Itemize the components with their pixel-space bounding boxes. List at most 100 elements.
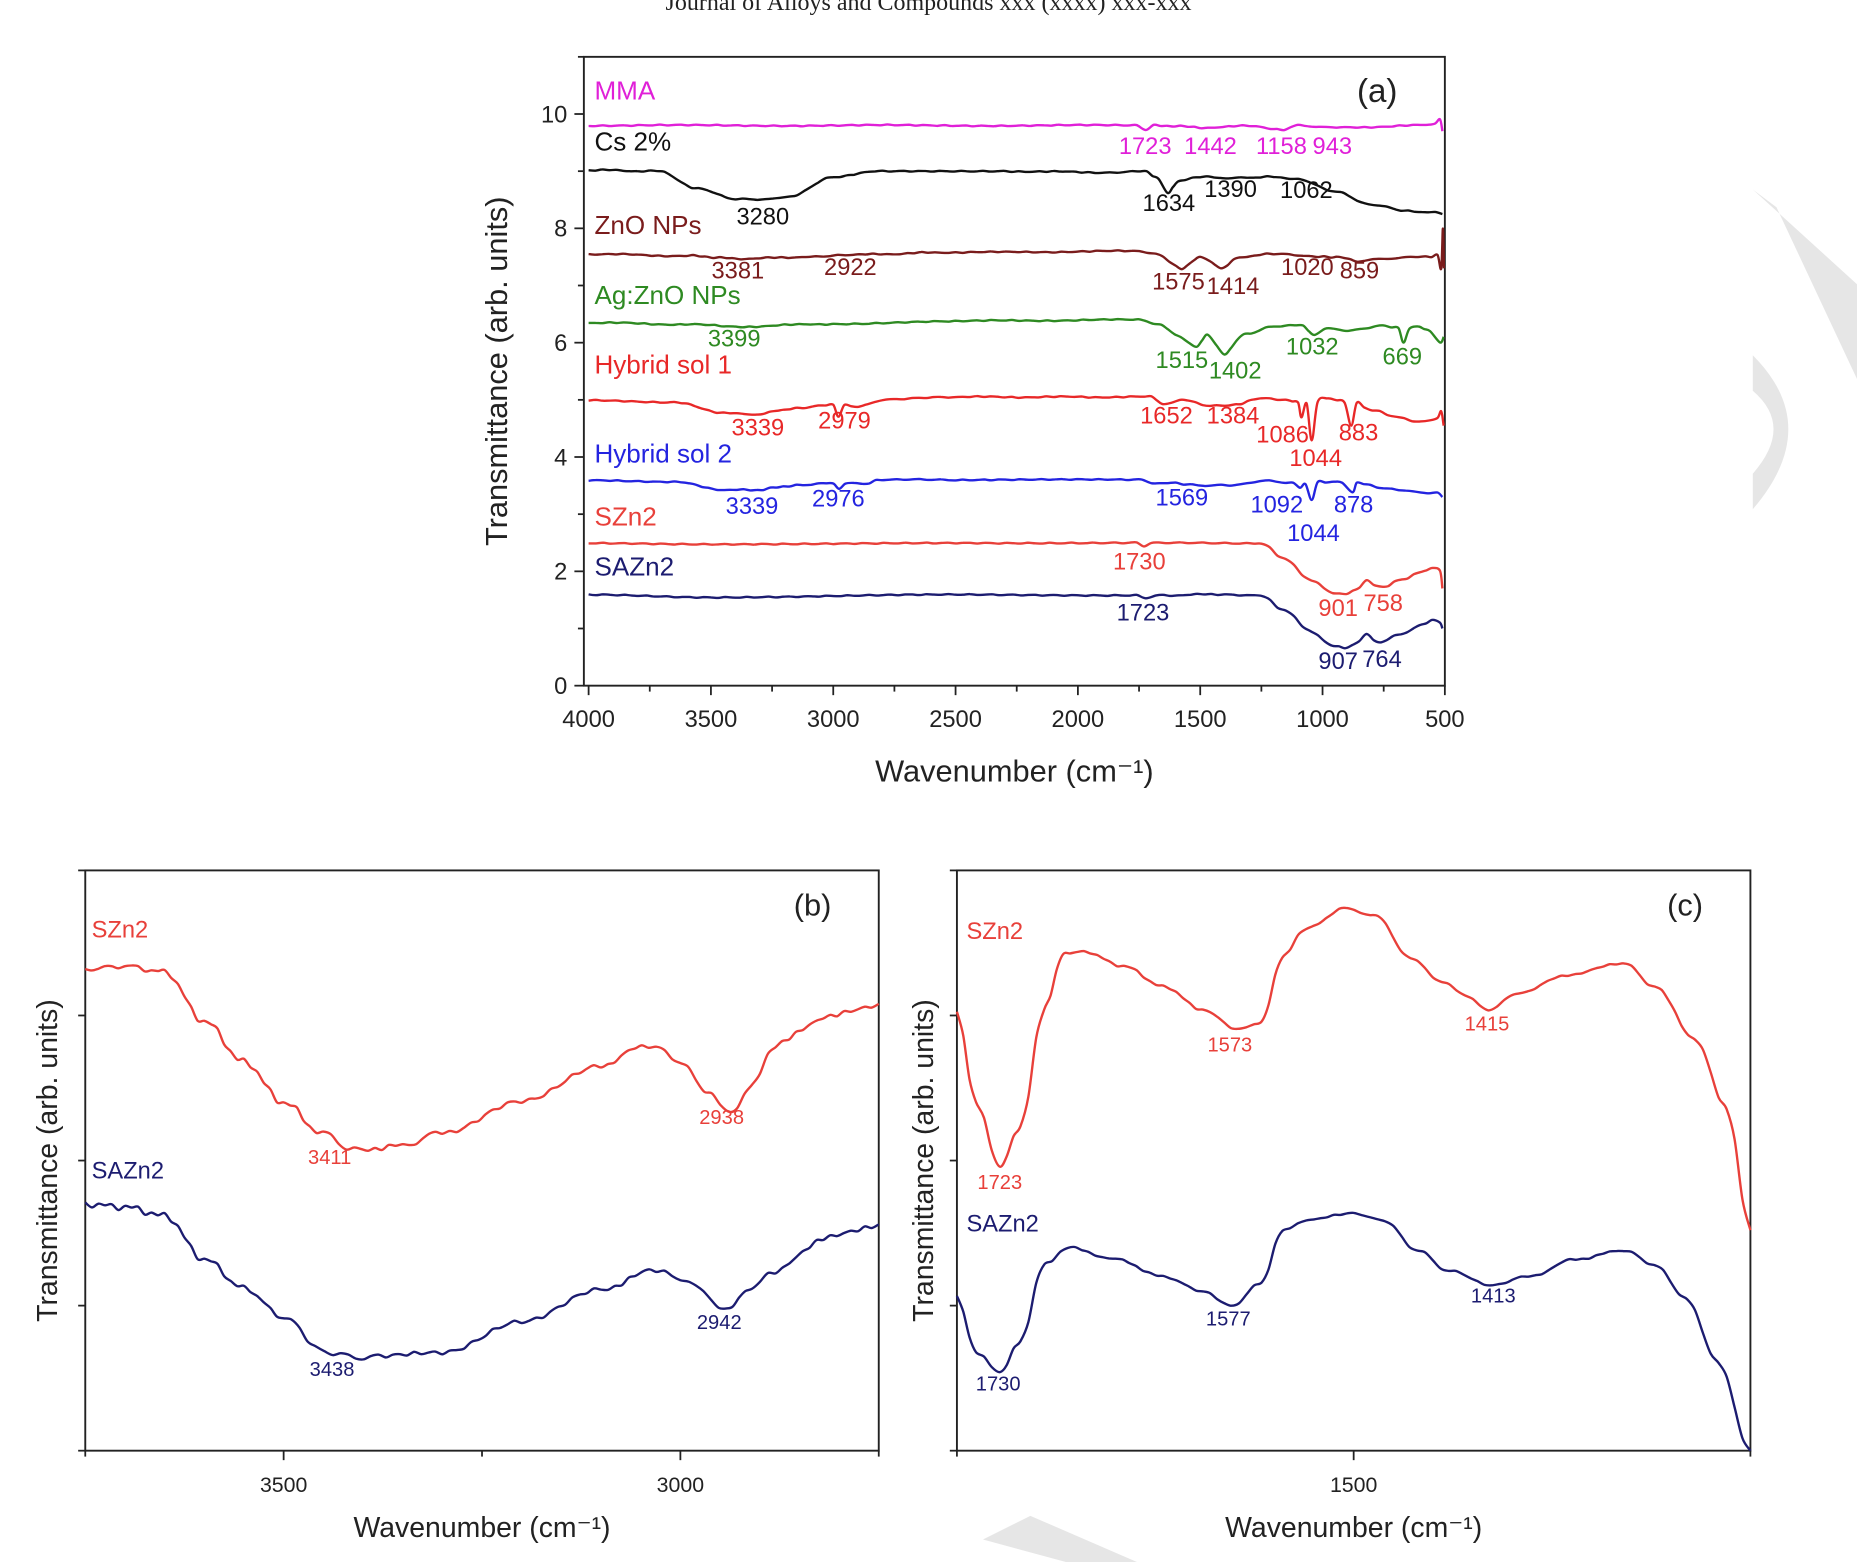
peak-label: 883 [1339, 420, 1379, 446]
series-line [955, 1211, 1752, 1452]
peak-label: 3399 [708, 327, 761, 353]
y-axis-label: Transmittance (arb. units) [479, 196, 514, 546]
series-name: SAZn2 [92, 1159, 164, 1185]
x-tick-label: 3500 [685, 707, 738, 733]
plot-frame [84, 869, 880, 1452]
series-sazn2: SAZn2 1723 907 764 [588, 551, 1444, 675]
series-name: SZn2 [92, 918, 149, 944]
x-tick-label: 2500 [929, 707, 982, 733]
y-tick-label: 6 [554, 331, 567, 357]
y-axis-label: Transmittance (arb. units) [32, 999, 64, 1322]
journal-header: Journal of Alloys and Compounds xxx (xxx… [665, 0, 1192, 16]
peak-label: 1723 [1117, 601, 1170, 627]
x-tick-label: 1500 [1330, 1473, 1378, 1497]
series-mma: MMA 1723 1442 1158 943 [588, 76, 1444, 160]
series-name: Hybrid sol 1 [594, 350, 732, 380]
x-tick-label: 3000 [657, 1473, 705, 1497]
series-line [588, 117, 1444, 132]
peak-label: 3411 [308, 1147, 351, 1169]
peak-label: 1575 [1152, 270, 1205, 296]
peak-label: 878 [1334, 492, 1374, 518]
peak-label: 1384 [1207, 403, 1260, 429]
peak-label: 1044 [1287, 521, 1340, 547]
peak-label: 1730 [976, 1373, 1021, 1395]
y-tick-label: 0 [554, 674, 567, 700]
series-name: MMA [594, 76, 655, 106]
series-line [588, 168, 1443, 216]
peak-label: 669 [1383, 344, 1423, 370]
peak-label: 1634 [1143, 191, 1196, 217]
panel-label: (a) [1357, 73, 1398, 110]
peak-label: 1158 [1256, 134, 1307, 160]
series-cs-2-: Cs 2% 3280 1634 1390 1062 [588, 127, 1443, 230]
x-tick-label: 1500 [1174, 707, 1227, 733]
peak-label: 1062 [1280, 178, 1333, 204]
peak-label: 1515 [1156, 348, 1209, 374]
watermark [982, 189, 1857, 1562]
y-tick-label: 10 [541, 102, 567, 128]
x-tick-label: 3000 [807, 707, 860, 733]
peak-label: 3339 [726, 494, 779, 520]
peak-label: 3339 [732, 415, 785, 441]
peak-label: 1723 [977, 1172, 1022, 1194]
peak-label: 1573 [1207, 1034, 1252, 1056]
peak-label: 1442 [1184, 134, 1237, 160]
series-name: SAZn2 [966, 1211, 1038, 1237]
x-axis-label: Wavenumber (cm⁻¹) [875, 754, 1154, 789]
x-axis-label: Wavenumber (cm⁻¹) [354, 1512, 611, 1544]
x-tick-label: 3500 [260, 1473, 308, 1497]
x-tick-label: 500 [1425, 707, 1465, 733]
peak-label: 1730 [1113, 550, 1166, 576]
plot-frame [955, 869, 1752, 1452]
peak-label: 2922 [824, 255, 877, 281]
series-sazn2: SAZn2 1730 1577 1413 [955, 1211, 1752, 1452]
y-tick-label: 2 [554, 560, 567, 586]
peak-label: 1415 [1465, 1014, 1510, 1036]
panel-label: (c) [1667, 887, 1703, 922]
peak-label: 1390 [1204, 177, 1257, 203]
panel-c: 1500 Wavenumber (cm⁻¹) Transmittance (arb.… [908, 869, 1752, 1544]
y-tick-label: 4 [554, 445, 567, 471]
series-name: Ag:ZnO NPs [594, 280, 740, 310]
series-line [84, 964, 880, 1153]
series-line [588, 592, 1444, 650]
series-name: SZn2 [966, 919, 1023, 945]
peak-label: 1723 [1119, 134, 1172, 160]
x-axis-label: Wavenumber (cm⁻¹) [1225, 1512, 1482, 1544]
series-zno-nps: ZnO NPs 3381 2922 1575 1414 1020 859 [588, 210, 1446, 300]
series-szn2: SZn2 1723 1573 1415 [955, 906, 1752, 1231]
peak-label: 3438 [310, 1359, 355, 1381]
peak-label: 1413 [1471, 1286, 1516, 1308]
y-tick-label: 8 [554, 217, 567, 243]
series-name: Cs 2% [594, 127, 671, 157]
series-line [588, 394, 1445, 442]
series-name: SZn2 [594, 502, 656, 532]
peak-label: 2976 [812, 487, 865, 513]
panel-label: (b) [794, 887, 832, 922]
peak-label: 1652 [1140, 403, 1193, 429]
peak-label: 1569 [1156, 486, 1209, 512]
x-tick-label: 1000 [1296, 707, 1349, 733]
plot-frame [582, 55, 1446, 687]
peak-label: 2942 [697, 1312, 742, 1334]
series-ag-zno-nps: Ag:ZnO NPs 3399 1515 1402 1032 669 [588, 280, 1445, 385]
peak-label: 1402 [1209, 359, 1262, 385]
series-line [588, 317, 1445, 356]
series-szn2: SZn2 1730 901 758 [588, 502, 1444, 622]
panel-b: 3500 3000 Wavenumber (cm⁻¹) Transmittance (… [32, 869, 880, 1544]
series-line [955, 906, 1752, 1231]
series-line [588, 227, 1446, 271]
series-hybrid-sol-2: Hybrid sol 2 3339 2976 1569 1092 1044 878 [588, 439, 1444, 547]
peak-label: 1092 [1250, 492, 1303, 518]
peak-label: 2979 [818, 408, 871, 434]
peak-label: 1086 [1256, 423, 1309, 449]
series-name: Hybrid sol 2 [594, 439, 732, 469]
series-name: SAZn2 [594, 551, 674, 581]
series-sazn2: SAZn2 3438 2942 [84, 1159, 880, 1381]
x-tick-label: 2000 [1052, 707, 1105, 733]
peak-label: 764 [1362, 647, 1402, 673]
peak-label: 859 [1340, 259, 1380, 285]
peak-label: 1020 [1281, 255, 1334, 281]
